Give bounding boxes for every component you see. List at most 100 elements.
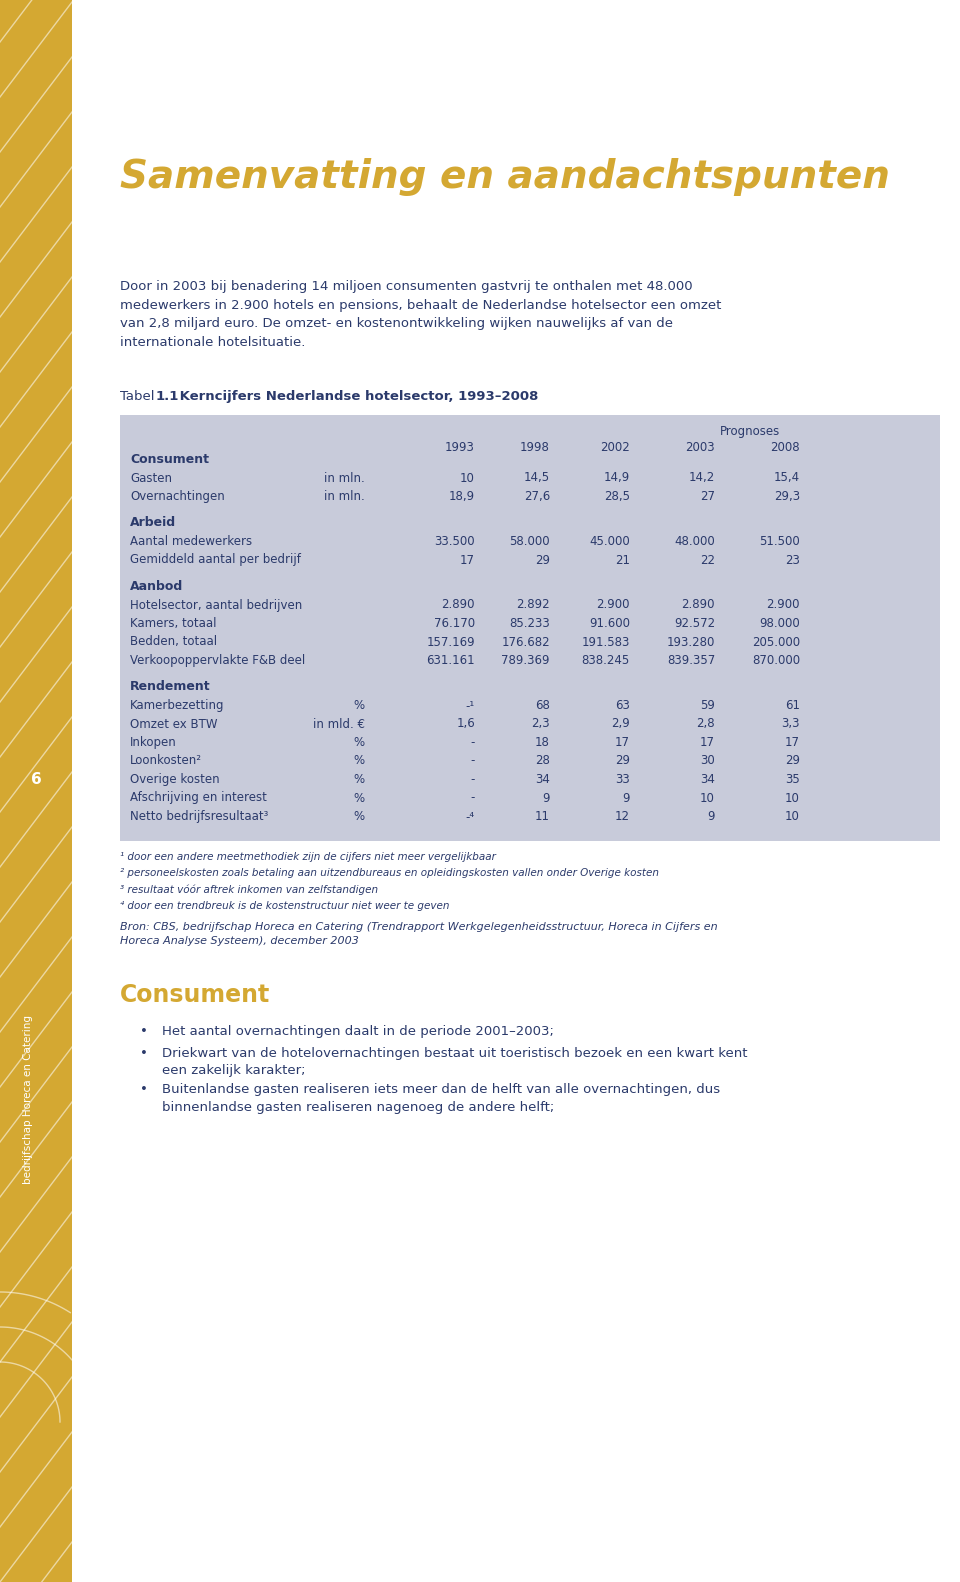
Text: 10: 10 — [785, 810, 800, 823]
Text: -: - — [470, 774, 475, 786]
Text: 205.000: 205.000 — [752, 636, 800, 649]
Text: in mln.: in mln. — [324, 490, 365, 503]
Text: 17: 17 — [615, 736, 630, 748]
Text: %: % — [354, 755, 365, 767]
Text: 191.583: 191.583 — [582, 636, 630, 649]
Text: Driekwart van de hotelovernachtingen bestaat uit toeristisch bezoek en een kwart: Driekwart van de hotelovernachtingen bes… — [162, 1047, 748, 1077]
Text: Gasten: Gasten — [130, 471, 172, 484]
Text: 9: 9 — [622, 791, 630, 805]
Text: 29: 29 — [535, 554, 550, 566]
Text: Kerncijfers Nederlandse hotelsector, 1993–2008: Kerncijfers Nederlandse hotelsector, 199… — [175, 391, 539, 403]
Text: -: - — [470, 791, 475, 805]
Text: 2.890: 2.890 — [682, 598, 715, 612]
Text: Omzet ex BTW: Omzet ex BTW — [130, 718, 218, 731]
Bar — [120, 414, 940, 840]
Text: 9: 9 — [542, 791, 550, 805]
Text: 34: 34 — [700, 774, 715, 786]
Text: 33.500: 33.500 — [434, 535, 475, 547]
Text: Aantal medewerkers: Aantal medewerkers — [130, 535, 252, 547]
Bar — [0, 0, 72, 1582]
Text: 98.000: 98.000 — [759, 617, 800, 630]
Text: •: • — [140, 1025, 148, 1038]
Text: 193.280: 193.280 — [666, 636, 715, 649]
Text: Consument: Consument — [130, 452, 209, 467]
Text: 14,2: 14,2 — [688, 471, 715, 484]
Text: 3,3: 3,3 — [781, 718, 800, 731]
Text: Bedden, totaal: Bedden, totaal — [130, 636, 217, 649]
Text: 1998: 1998 — [520, 441, 550, 454]
Text: 29: 29 — [615, 755, 630, 767]
Text: 34: 34 — [535, 774, 550, 786]
Text: •: • — [140, 1084, 148, 1096]
Text: 2.892: 2.892 — [516, 598, 550, 612]
Text: %: % — [354, 699, 365, 712]
Text: 18: 18 — [535, 736, 550, 748]
Text: ⁴ door een trendbreuk is de kostenstructuur niet weer te geven: ⁴ door een trendbreuk is de kostenstruct… — [120, 900, 449, 911]
Text: 29: 29 — [785, 755, 800, 767]
Text: 2,9: 2,9 — [612, 718, 630, 731]
Text: 176.682: 176.682 — [501, 636, 550, 649]
Text: 2002: 2002 — [600, 441, 630, 454]
Text: 33: 33 — [615, 774, 630, 786]
Text: Netto bedrijfsresultaat³: Netto bedrijfsresultaat³ — [130, 810, 269, 823]
Text: 2003: 2003 — [685, 441, 715, 454]
Text: 838.245: 838.245 — [582, 653, 630, 668]
Text: 27: 27 — [700, 490, 715, 503]
Text: 91.600: 91.600 — [589, 617, 630, 630]
Text: Kamerbezetting: Kamerbezetting — [130, 699, 225, 712]
Text: 2.900: 2.900 — [596, 598, 630, 612]
Text: in mln.: in mln. — [324, 471, 365, 484]
Text: 28,5: 28,5 — [604, 490, 630, 503]
Text: ³ resultaat vóór aftrek inkomen van zelfstandigen: ³ resultaat vóór aftrek inkomen van zelf… — [120, 884, 378, 895]
Text: 85.233: 85.233 — [509, 617, 550, 630]
Text: 61: 61 — [785, 699, 800, 712]
Text: Arbeid: Arbeid — [130, 516, 176, 530]
Text: 28: 28 — [535, 755, 550, 767]
Text: Door in 2003 bij benadering 14 miljoen consumenten gastvrij te onthalen met 48.0: Door in 2003 bij benadering 14 miljoen c… — [120, 280, 721, 348]
Text: Het aantal overnachtingen daalt in de periode 2001–2003;: Het aantal overnachtingen daalt in de pe… — [162, 1025, 554, 1038]
Text: 11: 11 — [535, 810, 550, 823]
Text: 92.572: 92.572 — [674, 617, 715, 630]
Text: 58.000: 58.000 — [510, 535, 550, 547]
Text: 870.000: 870.000 — [752, 653, 800, 668]
Text: Tabel: Tabel — [120, 391, 158, 403]
Text: ² personeelskosten zoals betaling aan uitzendbureaus en opleidingskosten vallen : ² personeelskosten zoals betaling aan ui… — [120, 869, 659, 878]
Text: Overnachtingen: Overnachtingen — [130, 490, 225, 503]
Text: 12: 12 — [615, 810, 630, 823]
Text: Rendement: Rendement — [130, 680, 210, 693]
Text: 21: 21 — [615, 554, 630, 566]
Text: 23: 23 — [785, 554, 800, 566]
Text: 30: 30 — [700, 755, 715, 767]
Text: 157.169: 157.169 — [426, 636, 475, 649]
Text: 48.000: 48.000 — [674, 535, 715, 547]
Text: 1.1: 1.1 — [156, 391, 180, 403]
Text: 17: 17 — [700, 736, 715, 748]
Text: 14,9: 14,9 — [604, 471, 630, 484]
Text: 76.170: 76.170 — [434, 617, 475, 630]
Text: -: - — [470, 755, 475, 767]
Text: Gemiddeld aantal per bedrijf: Gemiddeld aantal per bedrijf — [130, 554, 300, 566]
Text: 1993: 1993 — [445, 441, 475, 454]
Text: -: - — [470, 736, 475, 748]
Text: 17: 17 — [460, 554, 475, 566]
Text: -¹: -¹ — [466, 699, 475, 712]
Text: ¹ door een andere meetmethodiek zijn de cijfers niet meer vergelijkbaar: ¹ door een andere meetmethodiek zijn de … — [120, 853, 496, 862]
Text: 22: 22 — [700, 554, 715, 566]
Text: 2,3: 2,3 — [532, 718, 550, 731]
Text: %: % — [354, 791, 365, 805]
Text: Aanbod: Aanbod — [130, 581, 183, 593]
Text: Overige kosten: Overige kosten — [130, 774, 220, 786]
Text: 68: 68 — [535, 699, 550, 712]
Text: Afschrijving en interest: Afschrijving en interest — [130, 791, 267, 805]
Text: 51.500: 51.500 — [759, 535, 800, 547]
Text: 839.357: 839.357 — [667, 653, 715, 668]
Text: 15,4: 15,4 — [774, 471, 800, 484]
Text: 17: 17 — [785, 736, 800, 748]
Text: 14,5: 14,5 — [524, 471, 550, 484]
Text: Hotelsector, aantal bedrijven: Hotelsector, aantal bedrijven — [130, 598, 302, 612]
Text: bedrijfschap Horeca en Catering: bedrijfschap Horeca en Catering — [23, 1016, 33, 1185]
Text: Prognoses: Prognoses — [720, 426, 780, 438]
Text: •: • — [140, 1047, 148, 1060]
Text: 1,6: 1,6 — [456, 718, 475, 731]
Text: 2,8: 2,8 — [696, 718, 715, 731]
